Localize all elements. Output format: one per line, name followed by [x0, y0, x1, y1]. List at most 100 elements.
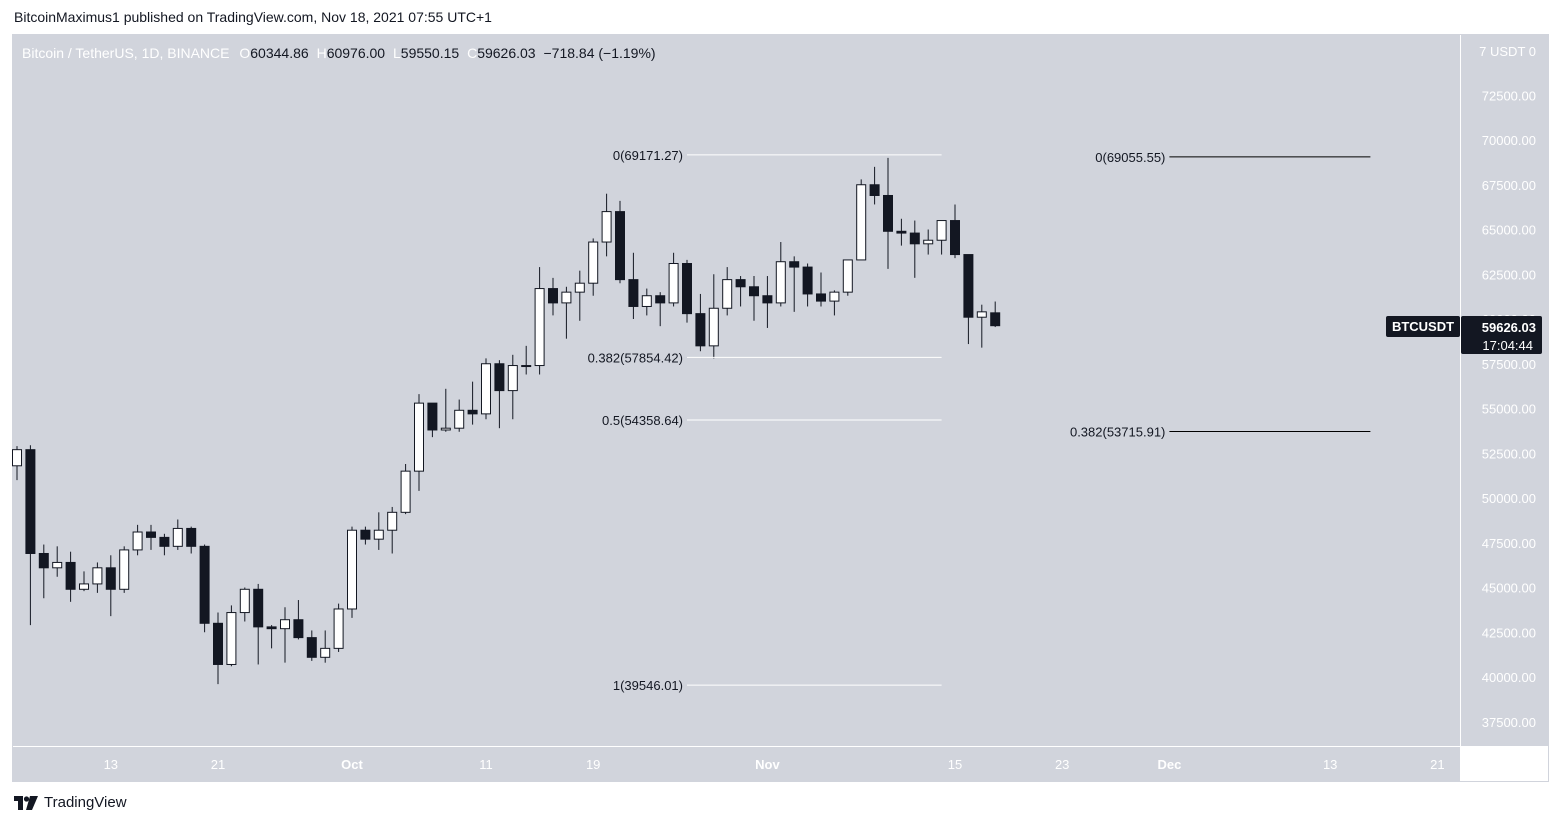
symbol-legend: Bitcoin / TetherUS, 1D, BINANCE O60344.8… [22, 45, 660, 61]
candle-body-bear [628, 279, 639, 307]
candle-body-bull [239, 588, 250, 614]
y-tick-label: 40000.00 [1482, 670, 1536, 685]
candle-body-bear [266, 626, 277, 630]
candle [38, 544, 49, 599]
y-tick-label: 57500.00 [1482, 357, 1536, 372]
candle-body-bear [749, 286, 759, 297]
candle-body-bull [722, 279, 733, 309]
candle [963, 254, 974, 345]
legend-low: 59550.15 [400, 45, 460, 61]
candle-body-bull [561, 291, 572, 304]
y-tick-label: 42500.00 [1482, 625, 1536, 640]
candle-body-bear [950, 220, 960, 256]
fib-level-label: 0.382(53715.91) [1070, 424, 1165, 439]
y-tick-label: 65000.00 [1482, 223, 1536, 238]
legend-symbol: Bitcoin / TetherUS, 1D, BINANCE [22, 45, 230, 61]
fib-level-label: 0.5(54358.64) [602, 413, 683, 428]
candle-body-bull [521, 365, 532, 368]
candle-body-bull [333, 608, 344, 649]
candle-body-bear [909, 232, 920, 245]
candle [213, 612, 223, 685]
candle [735, 276, 746, 307]
candle [360, 526, 371, 545]
x-tick-label: Nov [755, 757, 780, 772]
candle [467, 381, 478, 425]
candle [682, 259, 692, 323]
candle [883, 157, 893, 269]
candle-body-bull [775, 261, 786, 304]
tradingview-logo-icon [14, 795, 38, 810]
candle-body-bear [306, 637, 317, 658]
legend-low-label: L [392, 45, 401, 61]
candle-body-bull [923, 239, 934, 245]
candle-body-bear [695, 313, 706, 347]
legend-close: 59626.03 [477, 45, 536, 61]
candle-body-bull [347, 529, 357, 610]
published-header: BitcoinMaximus1 published on TradingView… [14, 9, 492, 25]
candle [950, 204, 960, 259]
candle-body-bull [481, 363, 491, 415]
candle [373, 512, 384, 550]
last-price-label: 59626.03 [1482, 320, 1536, 335]
legend-high: 60976.00 [326, 45, 386, 61]
x-tick-label: 21 [1430, 757, 1444, 772]
x-axis-labels: 13 21 Oct 11 19 Nov 15 23 Dec 13 21 [104, 757, 1445, 772]
fib-layer: 0(69171.27) 0.382(57854.42) 0.5(54358.64) 1… [588, 148, 1371, 693]
candle-body-bull [829, 291, 840, 302]
candle [749, 276, 759, 321]
candle-body-bear [293, 619, 304, 639]
price-scale-background [1461, 35, 1548, 746]
candle [601, 193, 612, 257]
candle [548, 277, 558, 316]
candle [186, 526, 197, 554]
candle [641, 288, 652, 316]
candle-body-bear [360, 529, 371, 540]
candle [775, 242, 786, 307]
x-tick-label: 11 [479, 757, 493, 772]
candle-body-bear [802, 266, 813, 295]
x-tick-label: Oct [341, 757, 363, 772]
candle [655, 292, 666, 327]
candle [427, 402, 438, 438]
x-tick-label: 23 [1055, 757, 1069, 772]
candle-body-bear [682, 263, 692, 315]
candle-body-bull [92, 567, 103, 585]
candle-body-bull [668, 263, 679, 304]
candle [521, 345, 532, 375]
candle-body-bull [601, 211, 612, 243]
candle-body-bull [387, 511, 398, 531]
candle-body-bull [936, 220, 947, 241]
candle [52, 546, 63, 577]
legend-high-label: H [316, 45, 327, 61]
candle [454, 399, 465, 432]
candle-body-bull [414, 402, 424, 472]
candle-body-bull [588, 241, 599, 284]
candle [92, 562, 103, 593]
y-tick-label: 72500.00 [1482, 88, 1536, 103]
candle [226, 605, 237, 667]
candle [347, 526, 357, 618]
candle [923, 229, 934, 255]
candle [869, 166, 880, 205]
x-tick-label: 19 [586, 757, 600, 772]
y-tick-label: 52500.00 [1482, 446, 1536, 461]
candle [936, 220, 947, 255]
candle [333, 603, 344, 652]
candle [172, 519, 183, 550]
candles-layer [12, 157, 1001, 685]
candle [588, 238, 599, 296]
fib-level-label: 0.382(57854.42) [588, 350, 683, 365]
fib-level-label: 0(69171.27) [613, 148, 683, 163]
candle-body-bull [132, 531, 143, 551]
candle-body-bull [454, 409, 465, 429]
x-tick-label: 15 [948, 757, 962, 772]
candle-body-bull [373, 529, 384, 540]
candle [561, 286, 572, 339]
candle [534, 267, 545, 375]
y-tick-label: 47500.00 [1482, 536, 1536, 551]
candle-body-bear [883, 194, 893, 232]
candle-body-bear [38, 552, 49, 569]
candle [119, 546, 130, 593]
tradingview-footer[interactable]: TradingView [14, 794, 127, 811]
